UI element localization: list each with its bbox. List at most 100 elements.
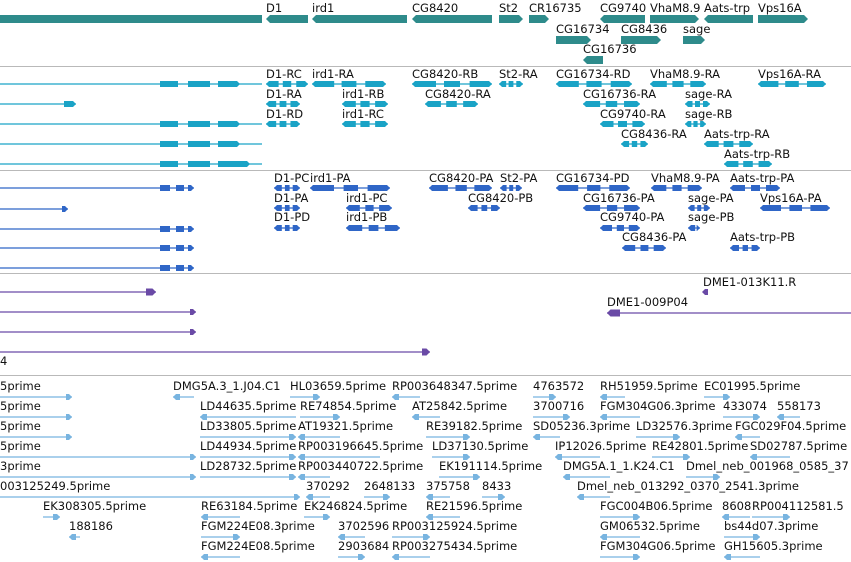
transcript-glyph[interactable]	[583, 101, 601, 107]
transcript-glyph[interactable]	[446, 101, 457, 107]
est-label[interactable]: HL03659.5prime	[290, 379, 387, 393]
transcript-glyph[interactable]	[469, 81, 492, 87]
est-glyph[interactable]	[53, 514, 60, 520]
transcript-glyph[interactable]	[312, 81, 335, 87]
est-glyph[interactable]	[383, 494, 390, 500]
gene-glyph[interactable]	[529, 15, 549, 23]
transcript-glyph[interactable]	[695, 101, 700, 107]
est-label[interactable]: 3702596	[338, 519, 390, 533]
gene-glyph[interactable]	[683, 36, 705, 44]
gene-glyph[interactable]	[621, 36, 661, 44]
est-glyph[interactable]	[633, 554, 640, 560]
protein-glyph[interactable]	[274, 225, 282, 231]
est-glyph[interactable]	[233, 534, 240, 540]
protein-glyph[interactable]	[176, 265, 184, 271]
est-label[interactable]: FGC004B06.5prime	[600, 499, 713, 513]
est-label[interactable]: LD37130.5prime	[432, 439, 529, 453]
transcript-glyph[interactable]	[425, 101, 441, 107]
transcript-label[interactable]: Aats-trp-RB	[724, 147, 791, 161]
clone-glyph[interactable]	[422, 348, 430, 356]
transcript-glyph[interactable]	[375, 121, 388, 127]
est-glyph[interactable]	[392, 554, 399, 560]
clone-glyph[interactable]	[190, 329, 196, 335]
est-glyph[interactable]	[306, 494, 313, 500]
transcript-glyph[interactable]	[632, 121, 645, 127]
transcript-glyph[interactable]	[556, 81, 579, 87]
transcript-glyph[interactable]	[685, 121, 692, 127]
protein-glyph[interactable]	[284, 205, 290, 211]
transcript-glyph[interactable]	[739, 141, 753, 147]
est-glyph[interactable]	[323, 514, 330, 520]
transcript-glyph[interactable]	[463, 101, 478, 107]
est-label[interactable]: EC01995.5prime	[704, 379, 801, 393]
gene-glyph[interactable]	[650, 15, 699, 23]
est-label[interactable]: LD44635.5prime	[200, 399, 297, 413]
clone-glyph[interactable]	[146, 288, 156, 296]
transcript-glyph[interactable]	[586, 81, 602, 87]
est-label[interactable]: 3prime	[0, 459, 41, 473]
est-label[interactable]: RP003125924.5prime	[392, 519, 518, 533]
est-glyph[interactable]	[313, 394, 320, 400]
protein-glyph[interactable]	[688, 225, 694, 231]
est-glyph[interactable]	[783, 514, 790, 520]
protein-label[interactable]: D1-PA	[274, 191, 309, 205]
est-label[interactable]: LD33805.5prime	[200, 419, 297, 433]
transcript-glyph[interactable]	[160, 161, 178, 167]
transcript-glyph[interactable]	[724, 161, 739, 167]
transcript-glyph[interactable]	[188, 121, 210, 127]
est-label[interactable]: GH15605.3prime	[724, 539, 823, 553]
est-label[interactable]: 188186	[69, 519, 113, 533]
transcript-label[interactable]: sage-RB	[685, 107, 733, 121]
transcript-glyph[interactable]	[704, 141, 719, 147]
transcript-glyph[interactable]	[279, 121, 287, 127]
est-label[interactable]: 8433	[482, 479, 512, 493]
est-glyph[interactable]	[724, 554, 731, 560]
est-label[interactable]: 433074	[723, 399, 767, 413]
protein-label[interactable]: St2-PA	[500, 171, 538, 185]
transcript-glyph[interactable]	[758, 81, 779, 87]
protein-glyph[interactable]	[292, 185, 300, 191]
gene-glyph[interactable]	[312, 15, 407, 23]
protein-label[interactable]: CG16736-PA	[583, 191, 655, 205]
clone-label[interactable]: DME1-013K11.R	[703, 275, 797, 289]
transcript-glyph[interactable]	[685, 101, 693, 107]
protein-label[interactable]: VhaM8.9-PA	[651, 171, 720, 185]
est-label[interactable]: FGM304G06.3prime	[600, 399, 716, 413]
protein-glyph[interactable]	[176, 245, 184, 251]
est-glyph[interactable]	[463, 454, 470, 460]
protein-glyph[interactable]	[346, 225, 363, 231]
est-glyph[interactable]	[777, 414, 784, 420]
transcript-glyph[interactable]	[360, 121, 370, 127]
est-label[interactable]: EK246824.5prime	[304, 499, 408, 513]
protein-glyph[interactable]	[310, 185, 334, 191]
est-glyph[interactable]	[298, 434, 305, 440]
clone-glyph[interactable]	[607, 309, 620, 317]
transcript-glyph[interactable]	[618, 121, 627, 127]
transcript-label[interactable]: CG8436-RA	[621, 127, 687, 141]
est-label[interactable]: RE63184.5prime	[201, 499, 298, 513]
est-glyph[interactable]	[298, 474, 305, 480]
protein-glyph[interactable]	[640, 245, 649, 251]
clone-glyph[interactable]	[702, 289, 708, 295]
transcript-glyph[interactable]	[64, 101, 76, 107]
transcript-label[interactable]: ird1-RB	[342, 87, 385, 101]
transcript-glyph[interactable]	[266, 81, 279, 87]
est-label[interactable]: RP003440722.5prime	[298, 459, 424, 473]
protein-label[interactable]: Aats-trp-PB	[730, 230, 796, 244]
gene-label-cg9740[interactable]: CG9740	[600, 1, 647, 15]
transcript-glyph[interactable]	[600, 121, 614, 127]
est-glyph[interactable]	[412, 414, 419, 420]
protein-label[interactable]: CG8420-PB	[468, 191, 534, 205]
gene-label-aats-trp[interactable]: Aats-trp	[704, 1, 751, 15]
est-label[interactable]: RH51959.5prime	[600, 379, 698, 393]
est-label[interactable]: RP004112581.5	[752, 499, 844, 513]
est-label[interactable]: LD44934.5prime	[200, 439, 297, 453]
est-label[interactable]: RE74854.5prime	[300, 399, 397, 413]
transcript-glyph[interactable]	[188, 161, 210, 167]
est-label[interactable]: EK191114.5prime	[439, 459, 543, 473]
transcript-glyph[interactable]	[282, 81, 292, 87]
protein-glyph[interactable]	[500, 185, 507, 191]
protein-glyph[interactable]	[672, 185, 682, 191]
transcript-label[interactable]: CG8420-RB	[412, 67, 479, 81]
transcript-glyph[interactable]	[806, 81, 826, 87]
